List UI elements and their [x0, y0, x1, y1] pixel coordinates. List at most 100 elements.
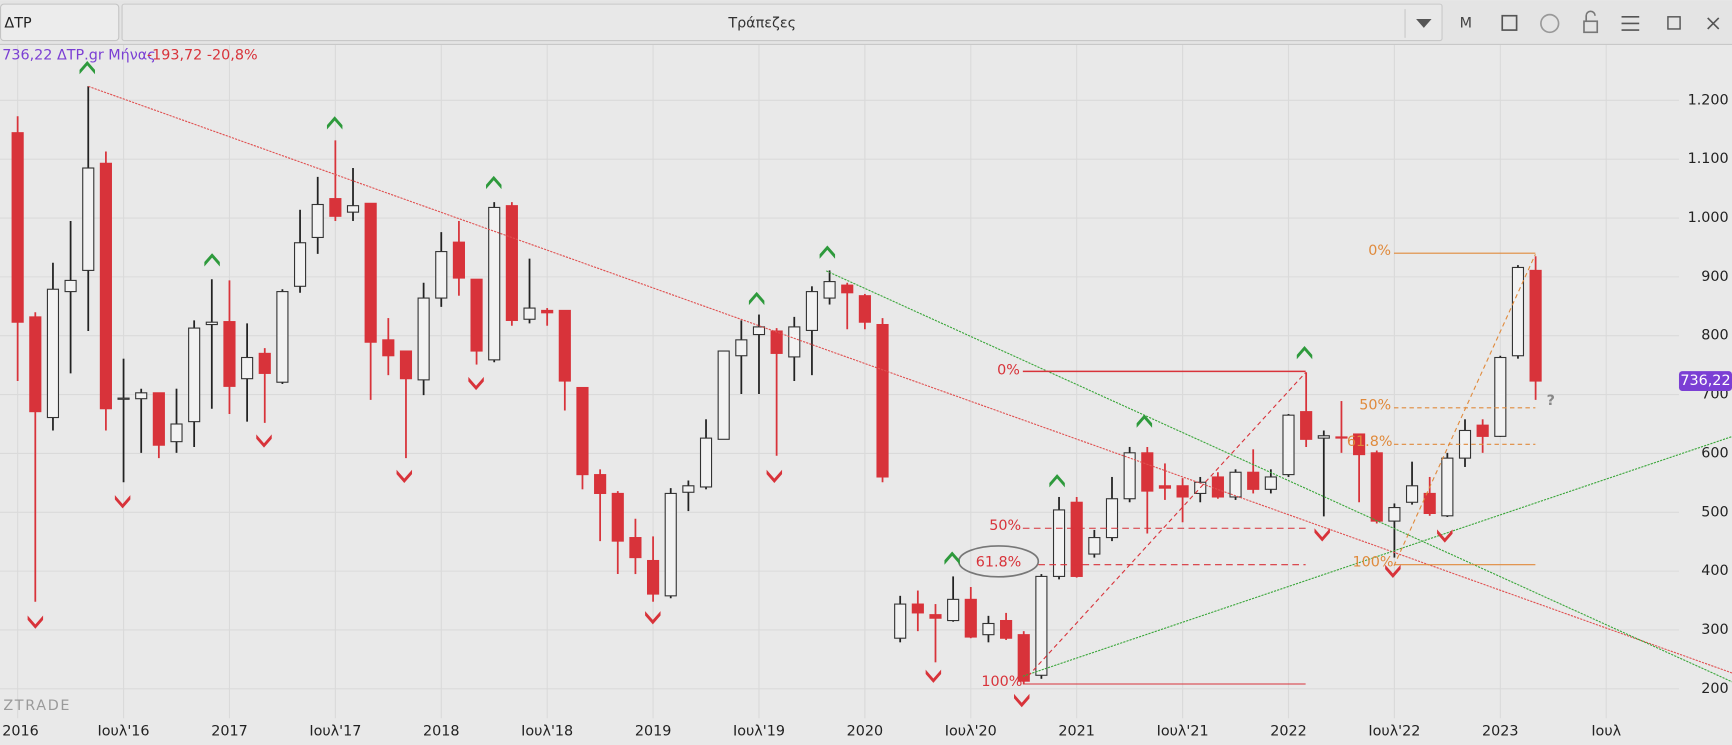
drawings: 0% 50% 61.8% 100% 0% 50% 61.8% 100%? 736,22: [27, 61, 1732, 708]
candle-body: [823, 281, 836, 299]
fib-diagonal: [1393, 254, 1536, 567]
x-tick-label: 2017: [211, 723, 248, 739]
candle-body: [1388, 507, 1401, 522]
icon-menu[interactable]: [1621, 15, 1640, 31]
candle-body: [399, 350, 413, 380]
candle-body: [964, 598, 977, 638]
x-tick-label: 2016: [2, 723, 39, 739]
pivot-high-marker: [819, 245, 836, 259]
pivot-high-marker: [326, 116, 343, 130]
candle-body: [29, 316, 42, 413]
annotation-label: 0%: [1368, 243, 1391, 259]
annotation-label: 0%: [997, 362, 1020, 378]
last-price-badge: [1678, 371, 1732, 391]
candle-body: [929, 614, 942, 619]
annotation-label: 50%: [1359, 398, 1391, 414]
pivot-high-marker: [748, 291, 765, 306]
plot-area: 2003004005006007008009001.0001.1001.2002…: [0, 44, 1729, 739]
candle-body: [770, 330, 783, 354]
x-tick-label: 2020: [847, 723, 884, 739]
candle-body: [841, 284, 854, 294]
dropdown-arrow[interactable]: [1416, 19, 1432, 28]
candle-body: [858, 295, 871, 323]
y-tick-label: 600: [1701, 445, 1728, 461]
pivot-high-marker: [1136, 414, 1153, 428]
candle-body: [1141, 452, 1154, 492]
pivot-high-marker: [486, 175, 502, 190]
candle-body: [205, 321, 218, 326]
candle-body: [1353, 433, 1366, 456]
candle-body: [170, 423, 183, 443]
candle-body: [558, 309, 571, 382]
candle-body: [1176, 485, 1189, 498]
candle-body: [594, 474, 607, 494]
candle-body: [46, 288, 60, 419]
candle-body: [241, 356, 254, 380]
y-tick-label: 400: [1701, 563, 1728, 579]
trend-line: [826, 270, 1732, 683]
candle-body: [1105, 498, 1119, 539]
x-tick-label: 2021: [1058, 723, 1095, 739]
candle-body: [541, 309, 554, 314]
candle-body: [576, 386, 589, 476]
candle-body: [682, 485, 695, 493]
pivot-low-marker: [1385, 564, 1401, 578]
icon-close[interactable]: [1707, 17, 1720, 30]
candle-body: [258, 352, 271, 374]
x-tick-label: Ιουλ'16: [98, 723, 150, 739]
candle-body: [788, 326, 801, 358]
candle-body: [611, 492, 624, 542]
candle-body: [188, 327, 201, 423]
symbol-input[interactable]: [0, 3, 120, 42]
candle-body: [1123, 452, 1136, 500]
x-tick-label: Ιουλ'18: [521, 723, 573, 739]
icon-lock[interactable]: [1583, 20, 1599, 34]
pivot-low-marker: [27, 615, 44, 629]
annotation-label: 50%: [989, 518, 1021, 534]
info-symbol: 736,22 ΔΤΡ.gr Μήνας: [2, 47, 155, 63]
pivot-low-marker: [468, 376, 484, 391]
candle-body: [1423, 492, 1436, 515]
candle-body: [452, 241, 465, 279]
y-tick-label: 300: [1701, 622, 1728, 638]
candle-body: [293, 242, 307, 287]
candle-body: [947, 598, 960, 622]
candle-body: [629, 537, 642, 559]
candle-body: [382, 339, 395, 357]
candle-body: [982, 622, 995, 636]
candle-body: [470, 278, 483, 352]
candle-body: [1529, 269, 1542, 382]
candle-body: [117, 397, 130, 400]
candle-body: [1370, 452, 1383, 522]
candle-body: [329, 198, 342, 217]
candle-body: [152, 392, 165, 446]
x-tick-label: Ιουλ'21: [1157, 723, 1209, 739]
candle-body: [1194, 481, 1207, 494]
candle-body: [1158, 485, 1172, 489]
candle-body: [1300, 411, 1313, 440]
group-selector[interactable]: [121, 3, 1443, 42]
pivot-low-marker: [766, 469, 783, 483]
x-tick-label: 2023: [1482, 723, 1519, 739]
annotation-label: 61.8%: [976, 554, 1022, 570]
annotation-label: ?: [1547, 393, 1555, 409]
pivot-high-marker: [79, 61, 95, 75]
candle-body: [276, 291, 289, 383]
watermark: ZTRADE: [3, 698, 71, 714]
pivot-high-marker: [944, 551, 960, 565]
symbol-text: ΔΤΡ: [4, 15, 32, 31]
icon-window[interactable]: [1501, 14, 1518, 31]
menu-button[interactable]: M: [1460, 15, 1472, 31]
y-tick-label: 800: [1701, 328, 1728, 344]
x-tick-label: Ιουλ: [1591, 723, 1621, 739]
last-price-label: 736,22: [1680, 373, 1730, 389]
info-change: -193,72 -20,8%: [147, 47, 258, 63]
candle-body: [1052, 509, 1066, 577]
candle-body: [752, 326, 766, 336]
candle-body: [647, 559, 660, 595]
icon-restore[interactable]: [1667, 16, 1681, 30]
icon-quote[interactable]: [1540, 13, 1560, 34]
candle-body: [1494, 356, 1507, 437]
